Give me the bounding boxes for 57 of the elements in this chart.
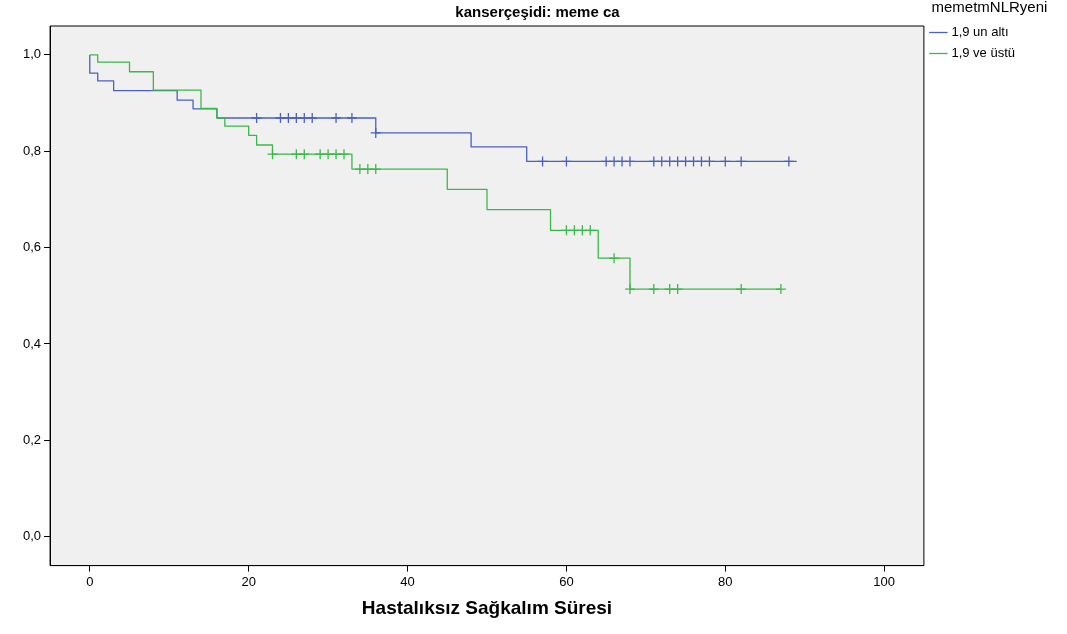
point (735, 283, 747, 295)
point (783, 155, 795, 168)
point (560, 155, 573, 168)
point (290, 148, 302, 160)
y-tick-label: 0,6 (22, 239, 42, 255)
point (576, 224, 588, 236)
point (600, 155, 612, 168)
point (775, 283, 787, 295)
point (338, 148, 350, 160)
y-tick-label: 0,8 (22, 142, 42, 158)
point (362, 163, 374, 175)
chart-title: kanserçeşidi: meme ca (455, 3, 621, 21)
point (298, 112, 310, 124)
legend-label: 1,9 un altı (951, 24, 1009, 40)
x-tick-label: 80 (718, 573, 733, 589)
x-tick-label: 60 (559, 573, 574, 589)
point (735, 155, 747, 168)
point (703, 155, 716, 168)
point (648, 155, 660, 168)
point (608, 252, 620, 264)
point (298, 148, 310, 160)
y-tick-label: 1,0 (22, 46, 42, 62)
point (648, 283, 660, 295)
point (664, 283, 676, 295)
x-tick-label: 0 (86, 573, 94, 589)
x-tick-label: 100 (873, 573, 896, 589)
point (370, 163, 382, 175)
legend-label: 1,9 ve üstü (951, 45, 1016, 61)
point (679, 155, 692, 168)
point (266, 148, 279, 160)
x-axis-title: Hastalıksız Sağkalım Süresi (361, 596, 613, 618)
point (664, 155, 676, 168)
point (346, 112, 358, 124)
point (322, 148, 334, 160)
point (584, 224, 596, 236)
point (536, 155, 549, 168)
y-tick-label: 0,2 (22, 431, 42, 447)
point (330, 148, 342, 160)
y-tick-label: 0,0 (22, 528, 42, 544)
point (250, 112, 263, 124)
point (608, 155, 620, 168)
legend-title: memetmNLRyeni (931, 0, 1048, 15)
y-tick-label: 0,4 (22, 335, 42, 351)
point (719, 155, 731, 168)
x-tick-label: 40 (400, 573, 415, 589)
point (370, 127, 382, 139)
point (671, 283, 684, 295)
point (314, 148, 326, 160)
point (330, 112, 342, 124)
point (656, 155, 668, 168)
point (624, 283, 636, 295)
point (306, 112, 318, 124)
point (624, 155, 636, 168)
point (671, 155, 684, 168)
x-tick-label: 20 (241, 573, 256, 589)
point (354, 163, 366, 175)
point (616, 155, 628, 168)
